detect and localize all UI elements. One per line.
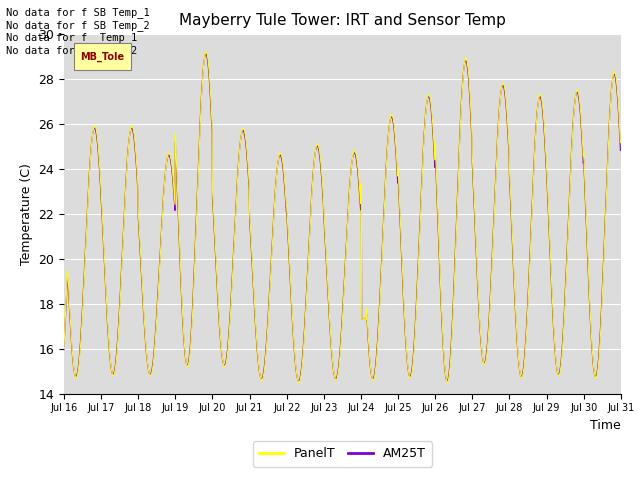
X-axis label: Time: Time	[590, 419, 621, 432]
Legend: PanelT, AM25T: PanelT, AM25T	[253, 441, 432, 467]
Title: Mayberry Tule Tower: IRT and Sensor Temp: Mayberry Tule Tower: IRT and Sensor Temp	[179, 13, 506, 28]
Text: MB_Tole: MB_Tole	[81, 51, 124, 61]
Y-axis label: Temperature (C): Temperature (C)	[20, 163, 33, 264]
Text: No data for f SB Temp_1
No data for f SB Temp_2
No data for f  Temp_1
No data fo: No data for f SB Temp_1 No data for f SB…	[6, 7, 150, 56]
